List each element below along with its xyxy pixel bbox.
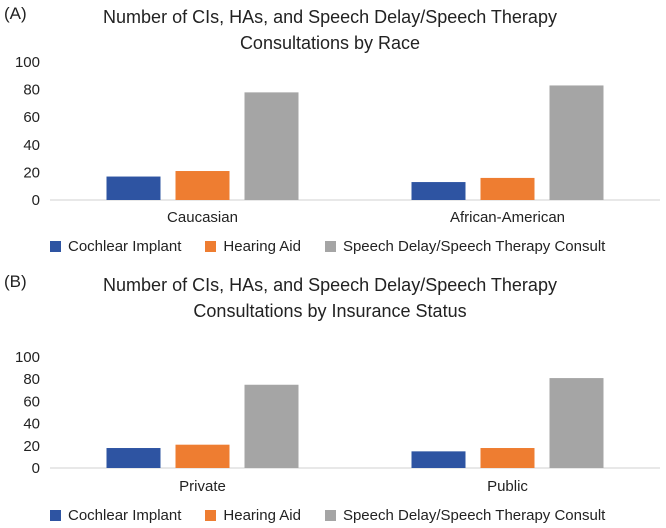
bar-speech-delay-speech-therapy-consult-african-american — [549, 85, 604, 200]
panel-label: (B) — [4, 272, 27, 291]
legend-item-hearing-aid: Hearing Aid — [205, 238, 301, 255]
bar-hearing-aid-public — [480, 448, 535, 468]
legend-label: Hearing Aid — [223, 238, 301, 255]
legend-item-speech-consult: Speech Delay/Speech Therapy Consult — [324, 238, 606, 255]
y-tick-label: 40 — [23, 416, 40, 433]
x-category-label: Private — [179, 478, 226, 495]
legend-item-cochlear-implant: Cochlear Implant — [50, 238, 181, 255]
bar-speech-delay-speech-therapy-consult-private — [244, 384, 299, 468]
y-tick-label: 0 — [32, 460, 40, 477]
chart-title-line-2: Consultations by Insurance Status — [193, 301, 467, 321]
legend-item-cochlear-implant: Cochlear Implant — [50, 507, 181, 524]
legend-label: Cochlear Implant — [68, 507, 182, 524]
y-tick-label: 60 — [23, 109, 40, 126]
legend-swatch — [205, 241, 217, 252]
chart-title: Number of CIs, HAs, and Speech Delay/Spe… — [60, 4, 600, 56]
legend-label: Speech Delay/Speech Therapy Consult — [342, 507, 606, 524]
legend-label: Speech Delay/Speech Therapy Consult — [342, 238, 606, 255]
y-tick-label: 20 — [23, 438, 40, 455]
chart-legend: Cochlear Implant Hearing Aid Speech Dela… — [50, 507, 650, 524]
x-category-label: African-American — [450, 209, 565, 226]
y-tick-label: 20 — [23, 164, 40, 181]
legend-swatch — [50, 241, 61, 252]
y-tick-label: 80 — [23, 82, 40, 99]
bar-speech-delay-speech-therapy-consult-caucasian — [244, 92, 299, 200]
legend-swatch — [205, 510, 217, 521]
chart-legend: Cochlear Implant Hearing Aid Speech Dela… — [50, 238, 650, 255]
chart-title-line-1: Number of CIs, HAs, and Speech Delay/Spe… — [103, 7, 557, 27]
legend-label: Cochlear Implant — [68, 238, 182, 255]
panel-label: (A) — [4, 4, 27, 23]
bar-hearing-aid-african-american — [480, 177, 535, 200]
chart-title-line-1: Number of CIs, HAs, and Speech Delay/Spe… — [103, 275, 557, 295]
x-category-label: Public — [487, 478, 528, 495]
y-tick-label: 0 — [32, 192, 40, 209]
y-tick-label: 100 — [15, 349, 40, 366]
y-tick-label: 80 — [23, 371, 40, 388]
legend-item-speech-consult: Speech Delay/Speech Therapy Consult — [324, 507, 606, 524]
x-category-label: Caucasian — [167, 209, 238, 226]
chart-panel-b: (B) Number of CIs, HAs, and Speech Delay… — [0, 268, 666, 528]
legend-label: Hearing Aid — [223, 507, 301, 524]
bar-speech-delay-speech-therapy-consult-public — [549, 378, 604, 468]
y-tick-label: 100 — [15, 54, 40, 71]
legend-swatch — [50, 510, 61, 521]
bar-hearing-aid-caucasian — [175, 171, 230, 200]
bar-cochlear-implant-african-american — [411, 182, 466, 200]
bar-cochlear-implant-private — [106, 448, 161, 468]
legend-swatch — [324, 241, 336, 252]
bar-chart-a: 0 20 40 60 80 100 Caucasian African-American — [15, 54, 660, 226]
chart-title-line-2: Consultations by Race — [239, 33, 421, 53]
chart-title: Number of CIs, HAs, and Speech Delay/Spe… — [60, 272, 600, 324]
legend-swatch — [324, 510, 336, 521]
legend-item-hearing-aid: Hearing Aid — [205, 507, 301, 524]
bar-chart-b: 0 20 40 60 80 100 Private Public — [15, 349, 660, 495]
bar-cochlear-implant-public — [411, 451, 466, 468]
bar-cochlear-implant-caucasian — [106, 176, 161, 200]
y-tick-label: 60 — [23, 393, 40, 410]
y-tick-label: 40 — [23, 137, 40, 154]
chart-panel-a: (A) Number of CIs, HAs, and Speech Delay… — [4, 4, 660, 255]
bar-hearing-aid-private — [175, 444, 230, 468]
